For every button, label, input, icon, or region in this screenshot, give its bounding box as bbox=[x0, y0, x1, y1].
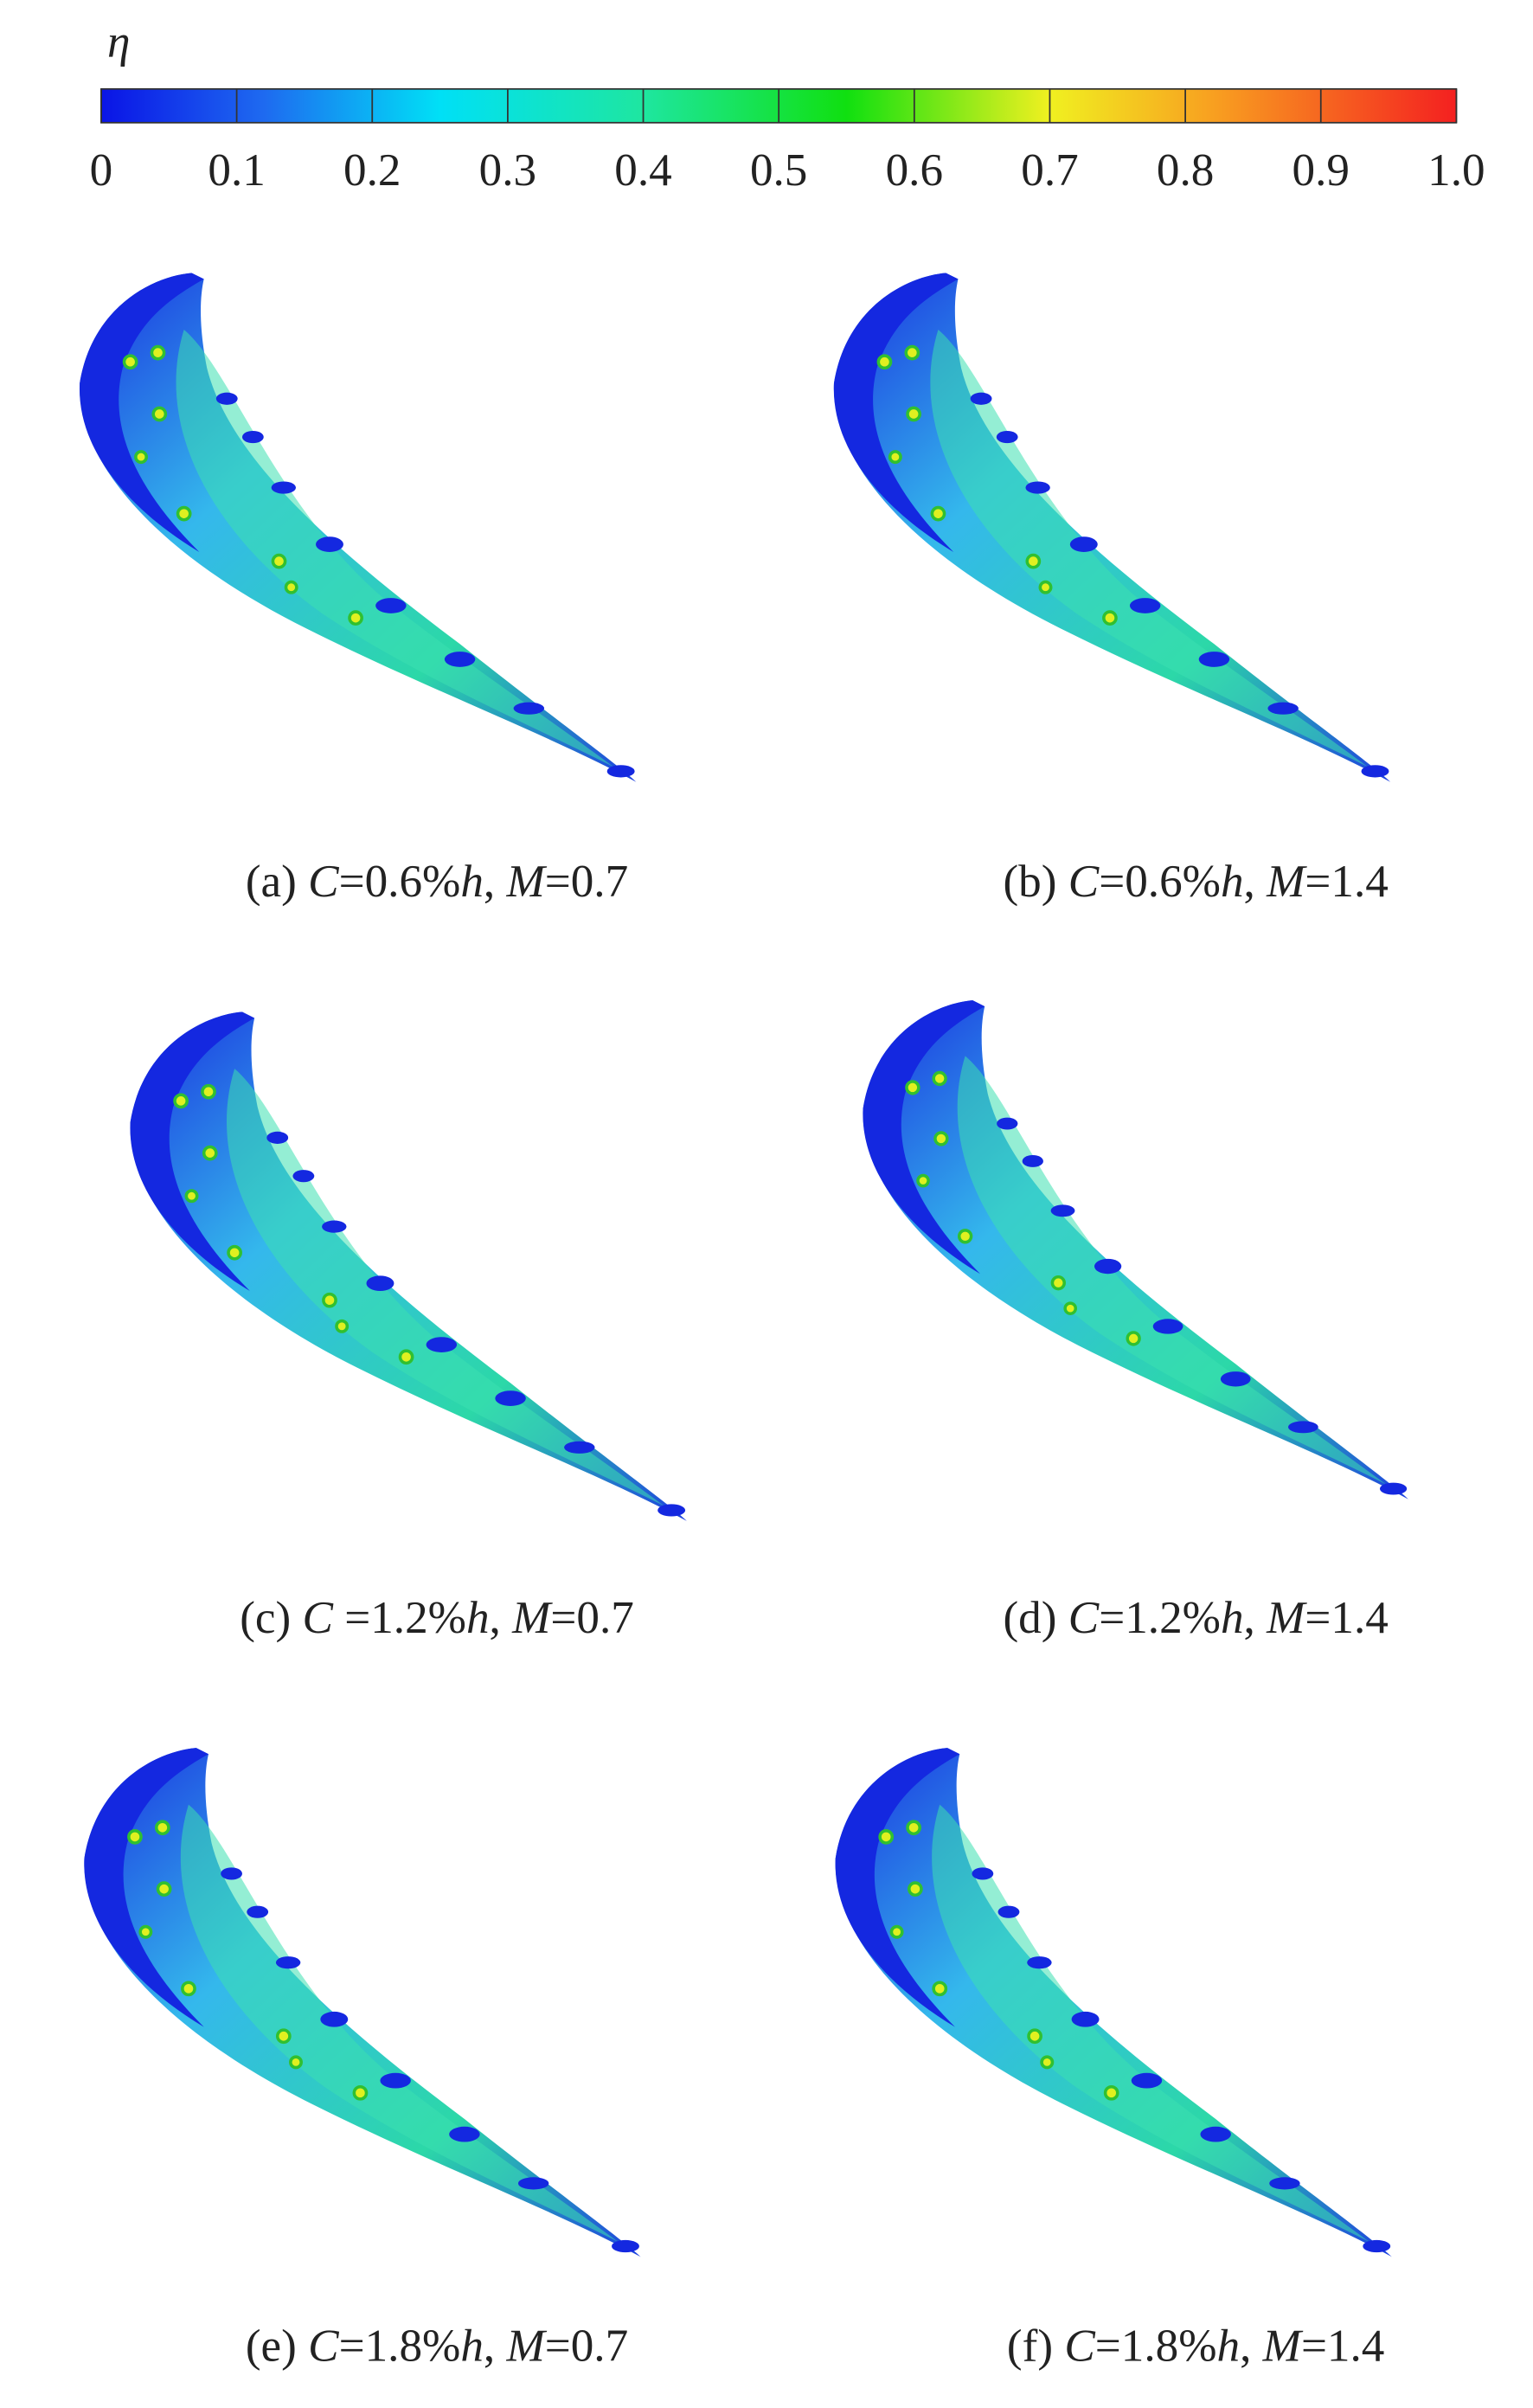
contour-b bbox=[832, 271, 1392, 784]
tick-label: 0 bbox=[90, 145, 113, 196]
caption-part: (c) bbox=[240, 1593, 302, 1643]
colorbar-label: η bbox=[107, 16, 130, 67]
caption: (a) C=0.6%h, M=0.7 bbox=[246, 857, 628, 907]
caption-part: C bbox=[302, 1593, 333, 1643]
tick-label: 0.1 bbox=[208, 145, 265, 196]
caption-part: M bbox=[1262, 2321, 1304, 2372]
caption-part: , bbox=[484, 857, 507, 907]
caption-part: C bbox=[308, 2321, 339, 2372]
contour-a bbox=[78, 271, 638, 784]
caption-part: C bbox=[1068, 1593, 1100, 1643]
caption: (d) C=1.2%h, M=1.4 bbox=[1003, 1593, 1388, 1643]
contour-c bbox=[128, 1010, 689, 1523]
contour-f bbox=[833, 1746, 1394, 2259]
caption-part: , bbox=[1244, 1593, 1267, 1643]
contour-e bbox=[82, 1746, 643, 2259]
caption-part: h bbox=[460, 2321, 484, 2372]
caption-part: M bbox=[1266, 1593, 1307, 1643]
caption-part: =1.8% bbox=[339, 2321, 461, 2372]
caption-part: h bbox=[460, 857, 484, 907]
caption-part: =1.2% bbox=[1099, 1593, 1221, 1643]
caption-part: (a) bbox=[246, 857, 308, 907]
caption-part: (e) bbox=[246, 2321, 308, 2372]
caption: (c) C =1.2%h, M=0.7 bbox=[240, 1593, 634, 1643]
caption-part: =1.8% bbox=[1095, 2321, 1217, 2372]
contour-d bbox=[861, 999, 1410, 1501]
tick-label: 1.0 bbox=[1427, 145, 1485, 196]
caption-part: =0.6% bbox=[339, 857, 461, 907]
caption-part: =0.7 bbox=[545, 857, 628, 907]
caption-part: M bbox=[1266, 857, 1307, 907]
caption-part: h bbox=[466, 1593, 490, 1643]
caption-part: h bbox=[1221, 1593, 1244, 1643]
caption-part: (b) bbox=[1003, 857, 1068, 907]
tick-label: 0.8 bbox=[1157, 145, 1214, 196]
caption-part: =1.4 bbox=[1301, 2321, 1384, 2372]
caption: (e) C=1.8%h, M=0.7 bbox=[246, 2321, 628, 2372]
caption-part: =1.4 bbox=[1305, 1593, 1388, 1643]
caption-part: C bbox=[1068, 857, 1100, 907]
caption: (f) C=1.8%h, M=1.4 bbox=[1007, 2321, 1384, 2372]
caption-part: M bbox=[511, 1593, 553, 1643]
caption-part: C bbox=[308, 857, 339, 907]
caption-part: (f) bbox=[1007, 2321, 1064, 2372]
caption-part: , bbox=[1240, 2321, 1263, 2372]
tick-label: 0.7 bbox=[1021, 145, 1078, 196]
caption-part: =0.7 bbox=[550, 1593, 633, 1643]
caption-part: C bbox=[1064, 2321, 1095, 2372]
caption-part: , bbox=[490, 1593, 513, 1643]
tick-label: 0.4 bbox=[614, 145, 671, 196]
caption-part: h bbox=[1221, 857, 1244, 907]
caption-part: , bbox=[1244, 857, 1267, 907]
tick-label: 0.9 bbox=[1292, 145, 1350, 196]
caption-part: =0.7 bbox=[545, 2321, 628, 2372]
tick-label: 0.5 bbox=[750, 145, 807, 196]
tick-label: 0.3 bbox=[479, 145, 536, 196]
caption-part: =1.2% bbox=[333, 1593, 466, 1643]
tick-label: 0.2 bbox=[343, 145, 401, 196]
caption: (b) C=0.6%h, M=1.4 bbox=[1003, 857, 1388, 907]
caption-part: h bbox=[1217, 2321, 1241, 2372]
caption-part: =0.6% bbox=[1099, 857, 1221, 907]
caption-part: , bbox=[484, 2321, 507, 2372]
caption-part: M bbox=[505, 2321, 547, 2372]
tick-label: 0.6 bbox=[886, 145, 943, 196]
caption-part: =1.4 bbox=[1305, 857, 1388, 907]
caption-part: (d) bbox=[1003, 1593, 1068, 1643]
caption-part: M bbox=[505, 857, 547, 907]
